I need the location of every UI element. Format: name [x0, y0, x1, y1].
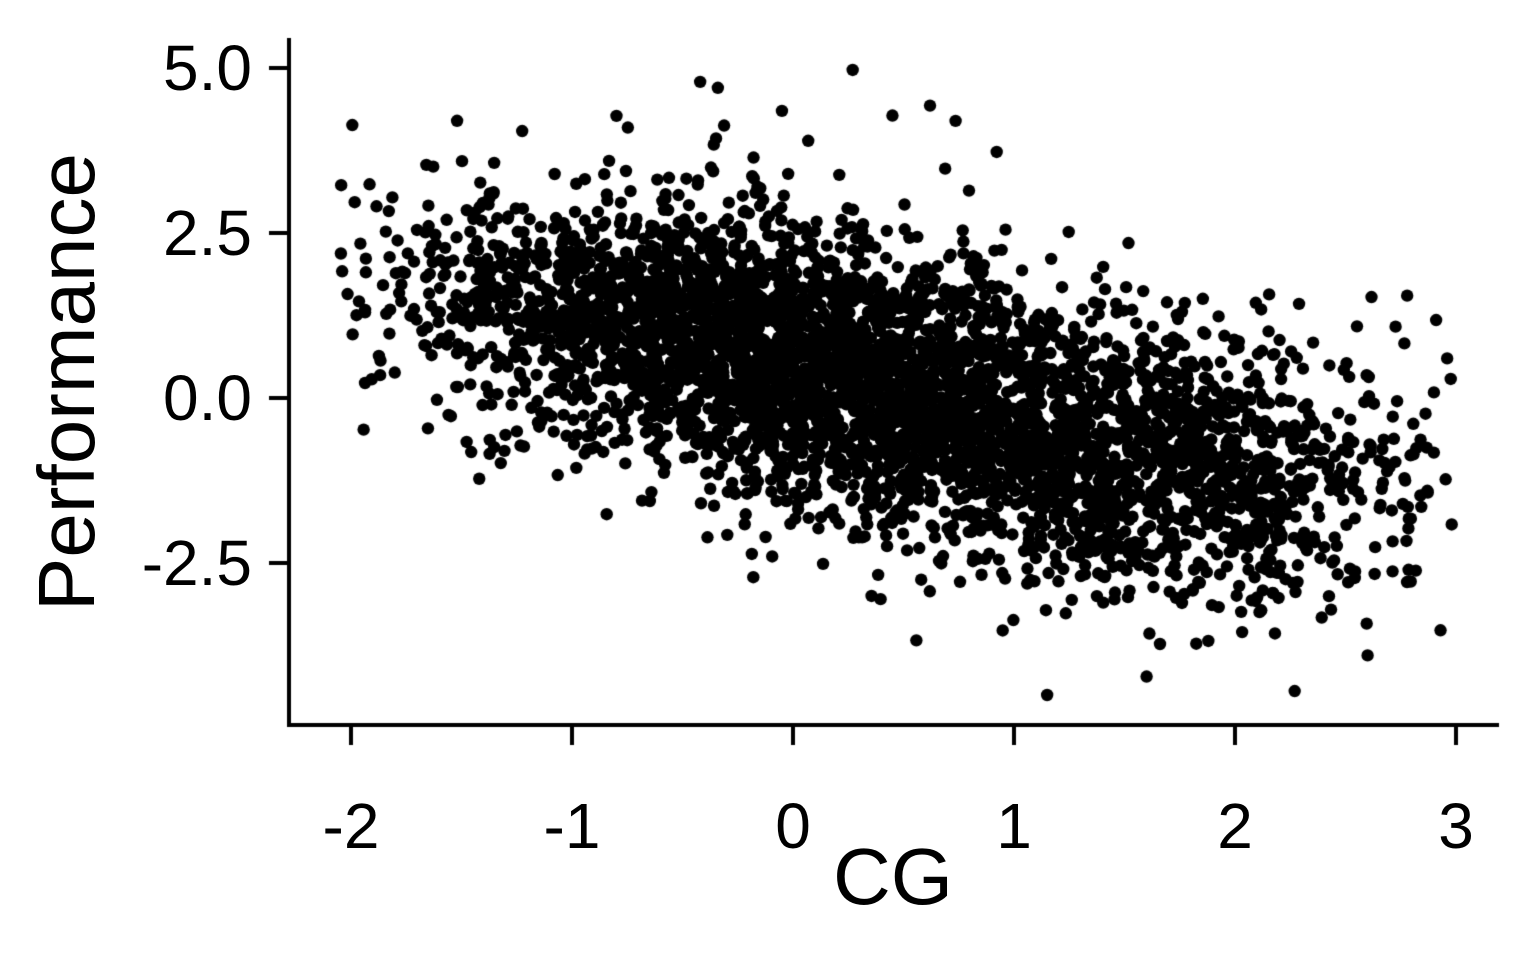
x-tick-label-2: 2 [1217, 790, 1253, 862]
x-tick-label--2: -2 [322, 790, 380, 862]
y-tick-label-0.0: 0.0 [163, 362, 252, 434]
y-axis-label: Performance [22, 152, 111, 611]
x-tick-label-3: 3 [1438, 790, 1474, 862]
y-tick-label--2.5: -2.5 [141, 527, 252, 599]
x-tick-label-1: 1 [996, 790, 1032, 862]
x-tick-label-0: 0 [775, 790, 811, 862]
y-tick-label-5.0: 5.0 [163, 32, 252, 104]
x-axis-label: CG [833, 832, 953, 921]
x-tick-label--1: -1 [543, 790, 601, 862]
y-tick-label-2.5: 2.5 [163, 197, 252, 269]
